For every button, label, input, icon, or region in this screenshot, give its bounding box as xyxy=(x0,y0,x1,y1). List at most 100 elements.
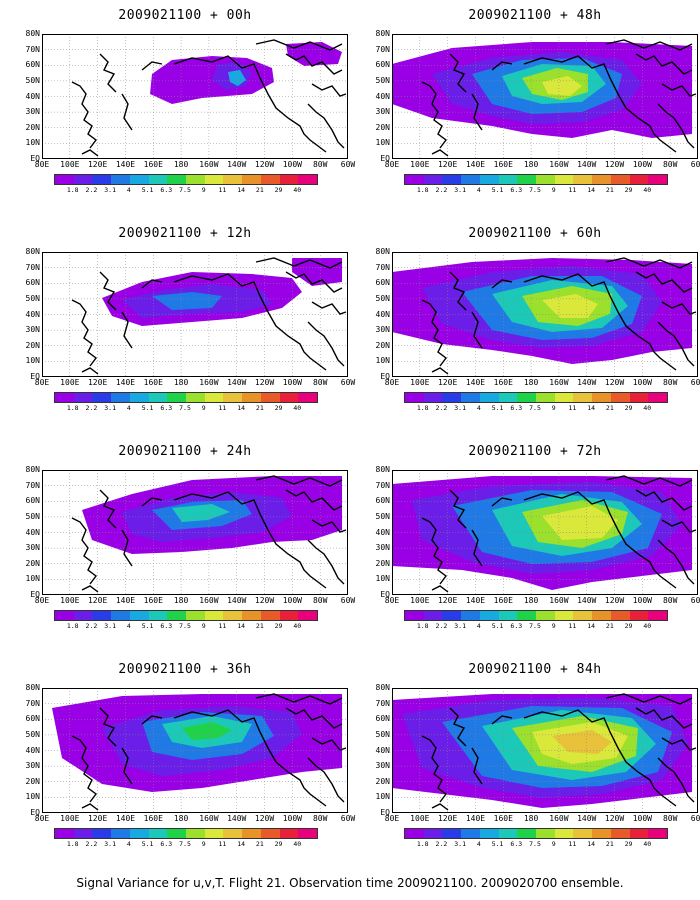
colorbar xyxy=(404,828,668,839)
latitude-label: 60N xyxy=(375,714,390,724)
figure-caption: Signal Variance for u,v,T. Flight 21. Ob… xyxy=(76,876,624,890)
latitude-label: 80N xyxy=(25,683,40,692)
colorbar-swatch xyxy=(92,393,112,402)
latitude-label: 30N xyxy=(25,543,40,553)
coastline xyxy=(311,83,347,97)
longitude-labels: 80E 100E 120E 140E 160E 180 160W 140W 120W 100W 80… xyxy=(385,160,700,170)
longitude-label: 160E xyxy=(493,160,513,169)
longitude-label: 140E xyxy=(115,378,136,387)
colorbar-label: 9 xyxy=(551,186,556,194)
colorbar-label: 40 xyxy=(293,404,302,412)
colorbar-label: 3.1 xyxy=(454,186,467,194)
colorbar-swatch xyxy=(223,175,243,184)
map-frame xyxy=(42,252,348,377)
colorbar-swatch xyxy=(129,175,149,184)
latitude-label: 10N xyxy=(375,138,390,148)
colorbar-label: 29 xyxy=(624,840,633,848)
colorbar-label: 4 xyxy=(476,186,481,194)
colorbar-swatch xyxy=(536,393,555,402)
colorbar-label: 11 xyxy=(218,404,227,412)
colorbar-label: 14 xyxy=(587,840,596,848)
coastline xyxy=(99,489,117,529)
coastline xyxy=(121,93,133,131)
longitude-label: 60W xyxy=(690,378,700,387)
colorbar-swatch xyxy=(610,829,630,838)
longitude-label: 80W xyxy=(312,814,328,823)
colorbar-swatch xyxy=(479,829,499,838)
latitude-label: 40N xyxy=(375,309,390,319)
colorbar-swatch xyxy=(554,611,574,620)
latitude-label: 40N xyxy=(375,91,390,101)
longitude-label: 100E xyxy=(410,596,430,605)
coastline xyxy=(71,81,97,149)
longitude-label: 140E xyxy=(115,160,136,169)
colorbar-label: 2.2 xyxy=(435,622,448,630)
colorbar-swatch xyxy=(423,611,443,620)
longitude-label: 180 xyxy=(173,378,189,387)
colorbar-swatch xyxy=(55,175,74,184)
colorbar-swatch xyxy=(423,829,443,838)
latitude-label: 10N xyxy=(375,574,390,584)
coastline xyxy=(523,491,677,589)
latitude-label: 70N xyxy=(25,44,40,54)
latitude-label: 40N xyxy=(375,527,390,537)
panel-title: 2009021100 + 00h xyxy=(118,8,252,23)
longitude-label: 140E xyxy=(465,596,486,605)
coastline xyxy=(449,53,467,93)
latitude-label: 10N xyxy=(375,792,390,802)
colorbar-swatch xyxy=(186,175,205,184)
longitude-label: 80W xyxy=(312,596,328,605)
longitude-label: 160E xyxy=(493,814,513,823)
colorbar-swatch xyxy=(461,393,480,402)
variance-contour xyxy=(152,292,222,310)
colorbar-label: 40 xyxy=(643,186,652,194)
coastline xyxy=(491,279,513,289)
latitude-label: 30N xyxy=(375,761,390,771)
map-panel: 2009021100 + 00h 80N 70N 60N 50N 40N 30N 20N 10N… xyxy=(20,8,356,218)
colorbar-swatch xyxy=(148,611,168,620)
colorbar-swatch xyxy=(298,611,318,620)
map-frame xyxy=(392,688,698,813)
colorbar-swatch xyxy=(55,393,74,402)
longitude-label: 120W xyxy=(254,378,275,387)
colorbar-swatch xyxy=(167,611,187,620)
colorbar-swatch xyxy=(73,393,93,402)
longitude-label: 160W xyxy=(199,378,219,387)
coastline xyxy=(449,271,467,311)
coastline xyxy=(491,715,513,725)
colorbar-label: 7.5 xyxy=(179,404,191,412)
colorbar-label: 11 xyxy=(568,404,577,412)
coastline xyxy=(431,367,449,375)
colorbar-swatch xyxy=(111,611,130,620)
latitude-label: 10N xyxy=(25,356,40,366)
colorbar-swatch xyxy=(629,829,649,838)
latitude-label: 60N xyxy=(375,496,390,506)
colorbar-label: 4 xyxy=(126,622,131,630)
coastline xyxy=(523,55,677,153)
colorbar-swatch xyxy=(517,175,537,184)
colorbar-label: 5.1 xyxy=(491,840,504,848)
coastline xyxy=(661,737,697,751)
map-panel: 2009021100 + 24h 80N 70N 60N 50N 40N 30N 20N 10N… xyxy=(20,444,356,654)
colorbar-swatch xyxy=(92,611,112,620)
coastline xyxy=(311,519,347,533)
latitude-label: 40N xyxy=(375,745,390,755)
coastline xyxy=(661,83,697,97)
longitude-label: 180 xyxy=(173,596,189,605)
coastline xyxy=(81,803,99,811)
latitude-labels: 80N 70N 60N 50N 40N 30N 20N 10N EQ xyxy=(20,466,42,599)
colorbar-label: 7.5 xyxy=(529,404,541,412)
colorbar-labels: 1.8 2.2 3.1 4 5.1 6.3 7.5 9 11 14 21 29 40 xyxy=(54,404,316,412)
latitude-label: 30N xyxy=(25,761,40,771)
latitude-label: 20N xyxy=(25,340,40,350)
colorbar-label: 29 xyxy=(274,186,283,194)
longitude-label: 120E xyxy=(87,378,108,387)
colorbar-label: 29 xyxy=(274,840,283,848)
latitude-label: EQ xyxy=(30,154,40,163)
colorbar-swatch xyxy=(554,393,574,402)
latitude-label: 30N xyxy=(25,325,40,335)
latitude-labels: 80N 70N 60N 50N 40N 30N 20N 10N EQ xyxy=(370,30,392,163)
colorbar xyxy=(54,174,318,185)
colorbar-swatch xyxy=(405,393,424,402)
latitude-label: 50N xyxy=(25,293,40,303)
